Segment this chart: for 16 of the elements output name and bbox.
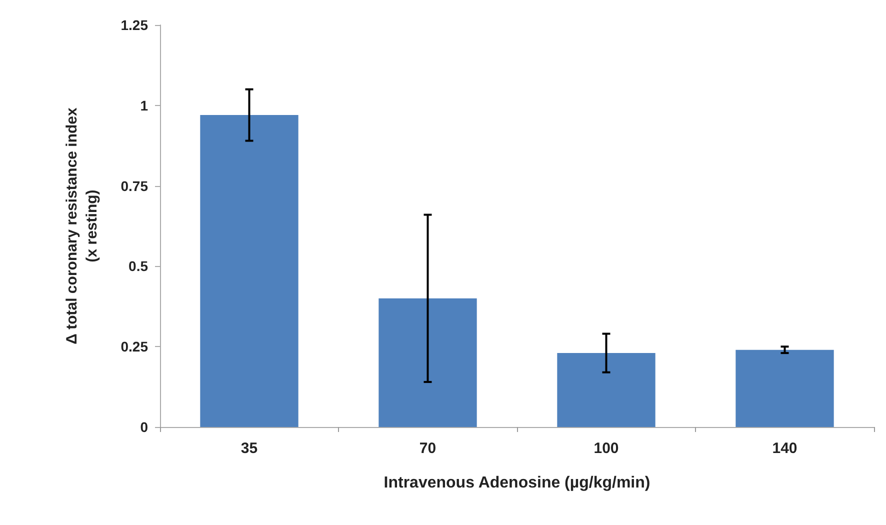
x-tick-label: 35 (240, 440, 258, 457)
x-tick-label: 70 (419, 440, 436, 457)
bar (200, 115, 298, 427)
bar (557, 353, 656, 427)
y-axis-title: Δ total coronary resistance index (x resting) (64, 106, 100, 344)
y-tick-label: 0.25 (120, 338, 148, 355)
y-tick-label: 0 (140, 419, 148, 435)
bar (736, 350, 834, 427)
x-tick-label: 140 (772, 440, 798, 457)
y-tick-label: 0.5 (128, 258, 148, 274)
x-axis-title: Intravenous Adenosine (µg/kg/min) (384, 474, 650, 492)
y-tick-label: 1 (140, 97, 148, 114)
y-tick-label: 0.75 (120, 178, 148, 194)
bar (378, 298, 477, 427)
x-tick-label: 100 (594, 440, 619, 457)
y-tick-label: 1.25 (120, 17, 148, 33)
